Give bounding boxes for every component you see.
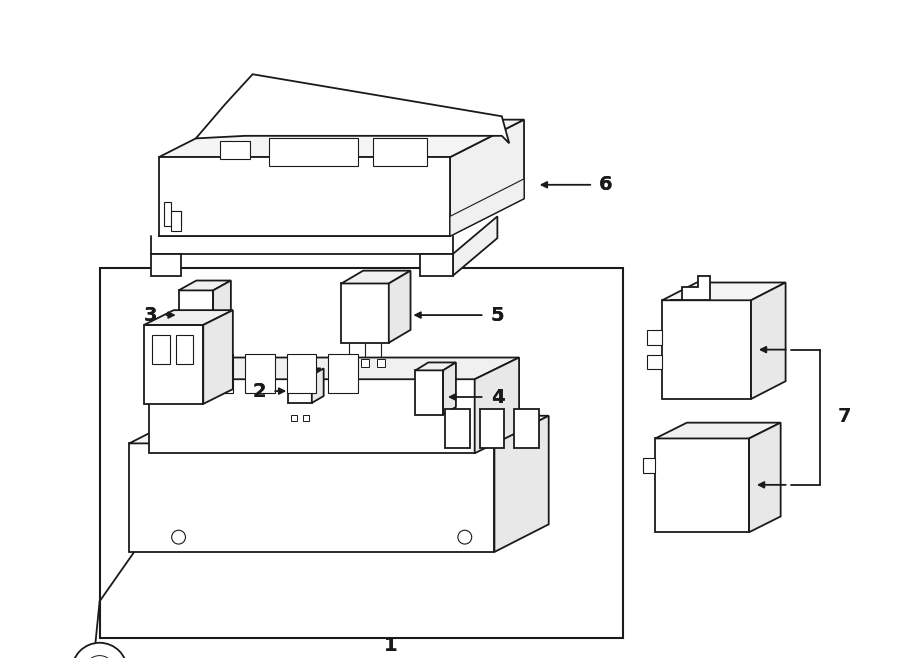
Bar [303,415,309,420]
Bar [346,359,354,367]
Bar [377,359,385,367]
Polygon shape [749,422,780,532]
Polygon shape [171,211,181,231]
Text: 4: 4 [491,387,504,406]
Polygon shape [178,281,231,291]
Polygon shape [647,330,662,345]
Bar [291,415,297,420]
Polygon shape [647,355,662,369]
Polygon shape [203,310,233,404]
Polygon shape [158,157,450,236]
Text: 3: 3 [144,306,158,324]
Text: 6: 6 [599,175,613,194]
Polygon shape [416,363,456,370]
Bar [361,359,369,367]
Text: 3: 3 [144,306,158,324]
Bar [328,354,357,393]
Text: 2: 2 [253,381,266,401]
Bar [286,354,316,393]
Polygon shape [341,271,410,283]
Bar [184,355,193,361]
Polygon shape [213,281,231,340]
Polygon shape [644,458,655,473]
Polygon shape [474,357,519,453]
Text: 5: 5 [491,306,504,324]
Polygon shape [158,120,524,157]
Polygon shape [130,444,494,552]
Text: 4: 4 [491,387,504,406]
Bar [176,335,194,364]
Polygon shape [494,416,549,552]
Circle shape [172,530,185,544]
Bar [203,354,233,393]
Polygon shape [144,325,203,404]
Polygon shape [291,368,320,375]
Polygon shape [453,216,498,275]
Polygon shape [178,291,213,340]
Text: 5: 5 [491,306,504,324]
Polygon shape [149,357,519,379]
Polygon shape [341,283,389,343]
Polygon shape [151,254,181,275]
Polygon shape [662,283,786,301]
Text: 1: 1 [384,636,398,655]
Circle shape [458,530,472,544]
Text: 6: 6 [599,175,613,194]
Polygon shape [311,368,324,403]
Polygon shape [655,438,749,532]
Circle shape [85,655,114,662]
Polygon shape [144,310,233,325]
Polygon shape [389,271,410,343]
Polygon shape [443,363,456,415]
Polygon shape [751,283,786,399]
Polygon shape [288,375,311,403]
Polygon shape [164,201,181,226]
Bar [199,355,207,361]
Polygon shape [655,422,780,438]
Polygon shape [450,120,524,236]
Bar [152,335,170,364]
Bar [269,138,358,166]
Bar [514,409,539,448]
Polygon shape [670,275,709,301]
Text: 7: 7 [838,407,851,426]
Text: 1: 1 [384,636,398,655]
Polygon shape [416,370,443,415]
Polygon shape [420,254,453,275]
Circle shape [72,643,127,662]
Bar [220,142,249,159]
Bar [446,409,470,448]
Bar [100,267,623,638]
Text: 2: 2 [253,381,266,401]
Bar [373,138,427,166]
Bar [480,409,504,448]
Polygon shape [662,301,751,399]
Polygon shape [450,179,524,236]
Bar [162,354,192,393]
Polygon shape [149,379,474,453]
Polygon shape [196,74,509,144]
Polygon shape [130,416,549,444]
Bar [245,354,274,393]
